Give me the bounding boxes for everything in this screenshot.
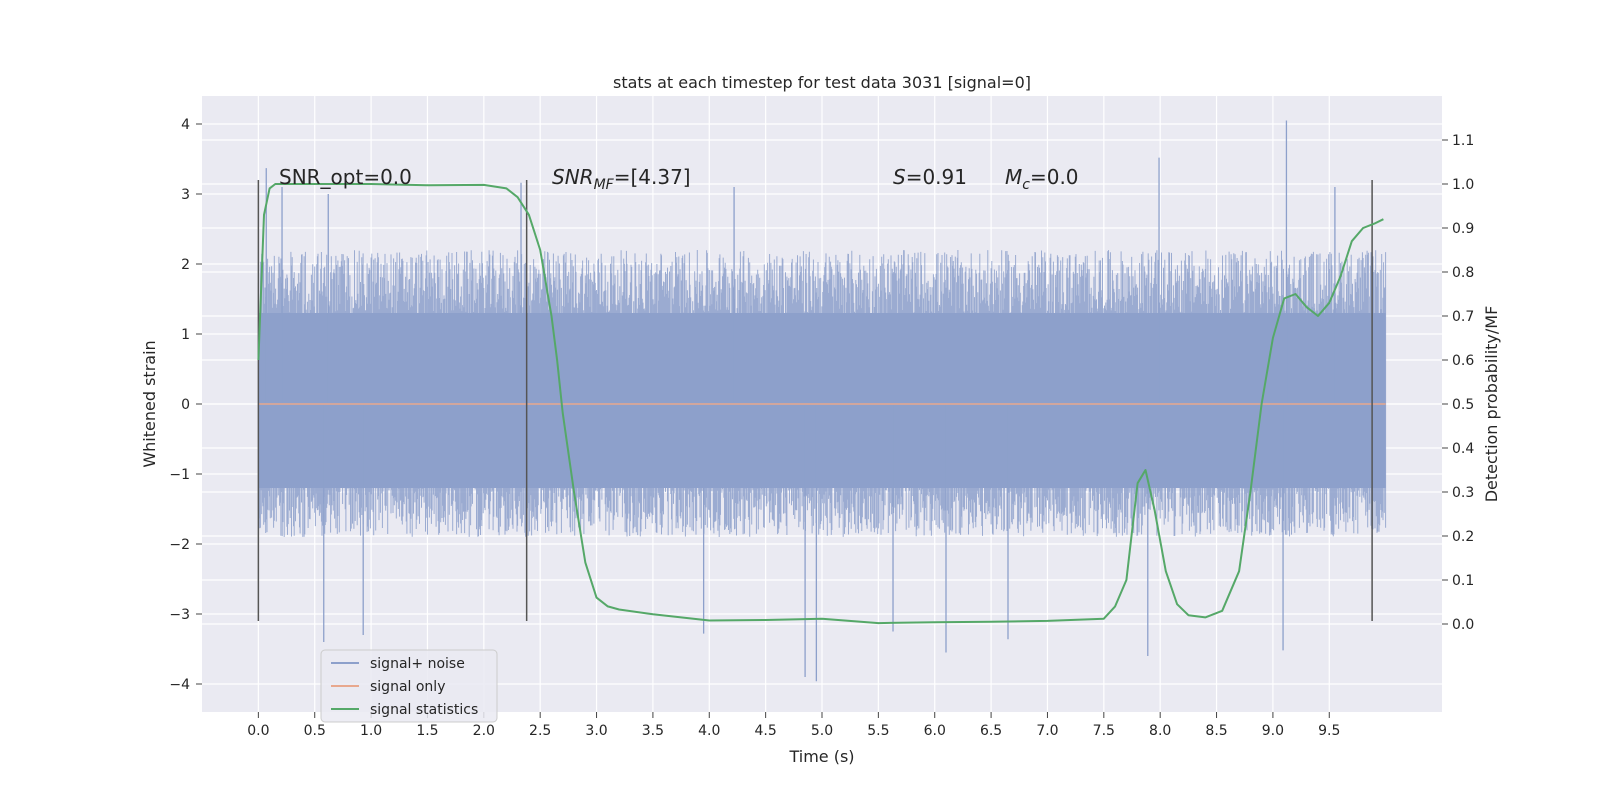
annotation-s-main: S <box>893 165 906 189</box>
annotation-mc-value: =0.0 <box>1030 165 1079 189</box>
x-tick-label-5: 2.5 <box>529 723 551 739</box>
annotation-snr-mf-sub: MF <box>594 177 615 193</box>
annotation-s: S=0.91 <box>893 165 967 189</box>
yr-tick-label-2: 0.2 <box>1452 529 1474 545</box>
x-tick-label-3: 1.5 <box>416 723 438 739</box>
annotation-s-value: =0.91 <box>906 165 967 189</box>
legend-label-signal-statistics: signal statistics <box>370 702 478 718</box>
chart-title: stats at each timestep for test data 303… <box>613 73 1031 92</box>
x-tick-label-9: 4.5 <box>755 723 777 739</box>
yr-tick-label-4: 0.4 <box>1452 441 1474 457</box>
x-tick-label-10: 5.0 <box>811 723 833 739</box>
x-tick-label-13: 6.5 <box>980 723 1002 739</box>
yl-tick-label-7: 3 <box>181 187 190 203</box>
yr-tick-label-8: 0.8 <box>1452 265 1474 281</box>
x-tick-label-11: 5.5 <box>867 723 889 739</box>
yr-tick-label-11: 1.1 <box>1452 133 1474 149</box>
series-signal-noise <box>257 120 1387 682</box>
legend-box <box>320 649 498 723</box>
noise-core <box>258 313 1386 488</box>
yr-tick-label-3: 0.3 <box>1452 485 1474 501</box>
x-tick-label-4: 2.0 <box>473 723 495 739</box>
x-tick-label-1: 0.5 <box>304 723 326 739</box>
y-axis-label-right: Detection probability/MF <box>1482 306 1501 503</box>
yl-tick-label-5: 1 <box>181 327 190 343</box>
yr-tick-label-6: 0.6 <box>1452 353 1474 369</box>
legend: signal+ noise signal only signal statist… <box>320 649 498 723</box>
vertical-markers <box>257 180 1373 621</box>
x-axis-label: Time (s) <box>788 747 854 766</box>
yr-tick-label-7: 0.7 <box>1452 309 1474 325</box>
yl-tick-label-1: −3 <box>169 607 190 623</box>
x-tick-label-6: 3.0 <box>585 723 607 739</box>
annotation-snr-mf-value: =[4.37] <box>614 165 691 189</box>
annotation-mc-sub: c <box>1022 177 1030 193</box>
y-axis-label-left: Whitened strain <box>140 340 159 467</box>
x-tick-label-7: 3.5 <box>642 723 664 739</box>
x-tick-label-12: 6.0 <box>924 723 946 739</box>
x-tick-label-18: 9.0 <box>1262 723 1284 739</box>
yr-tick-label-0: 0.0 <box>1452 617 1474 633</box>
yr-tick-label-1: 0.1 <box>1452 573 1474 589</box>
yl-tick-label-3: −1 <box>169 467 190 483</box>
annotation-mc: Mc=0.0 <box>1005 165 1079 193</box>
signal-statistics-line <box>257 183 1384 625</box>
yr-tick-label-5: 0.5 <box>1452 397 1474 413</box>
annotation-snr-mf: SNRMF=[4.37] <box>552 165 691 193</box>
annotation-snr-mf-main: SNR <box>552 165 594 189</box>
annotation-snr-opt: SNR_opt=0.0 <box>279 165 412 189</box>
legend-label-signal-noise: signal+ noise <box>370 656 465 672</box>
ticks: 0.0 0.5 1.0 1.5 2.0 2.5 3.0 3.5 4.0 4.5 5.0 5.5 6.0 6… <box>169 117 1474 739</box>
yr-tick-label-10: 1.0 <box>1452 177 1474 193</box>
yl-tick-label-4: 0 <box>181 397 190 413</box>
x-tick-label-19: 9.5 <box>1318 723 1340 739</box>
yr-tick-label-9: 0.9 <box>1452 221 1474 237</box>
annotation-mc-main: M <box>1005 165 1022 189</box>
x-tick-label-0: 0.0 <box>247 723 269 739</box>
x-tick-label-14: 7.0 <box>1036 723 1058 739</box>
x-tick-label-17: 8.5 <box>1205 723 1227 739</box>
x-tick-label-2: 1.0 <box>360 723 382 739</box>
x-tick-label-16: 8.0 <box>1149 723 1171 739</box>
series-signal-statistics <box>257 183 1384 625</box>
legend-label-signal-only: signal only <box>370 679 445 695</box>
x-tick-label-8: 4.0 <box>698 723 720 739</box>
yl-tick-label-8: 4 <box>181 117 190 133</box>
x-tick-label-15: 7.5 <box>1093 723 1115 739</box>
yl-tick-label-6: 2 <box>181 257 190 273</box>
yl-tick-label-0: −4 <box>169 677 190 693</box>
yl-tick-label-2: −2 <box>169 537 190 553</box>
